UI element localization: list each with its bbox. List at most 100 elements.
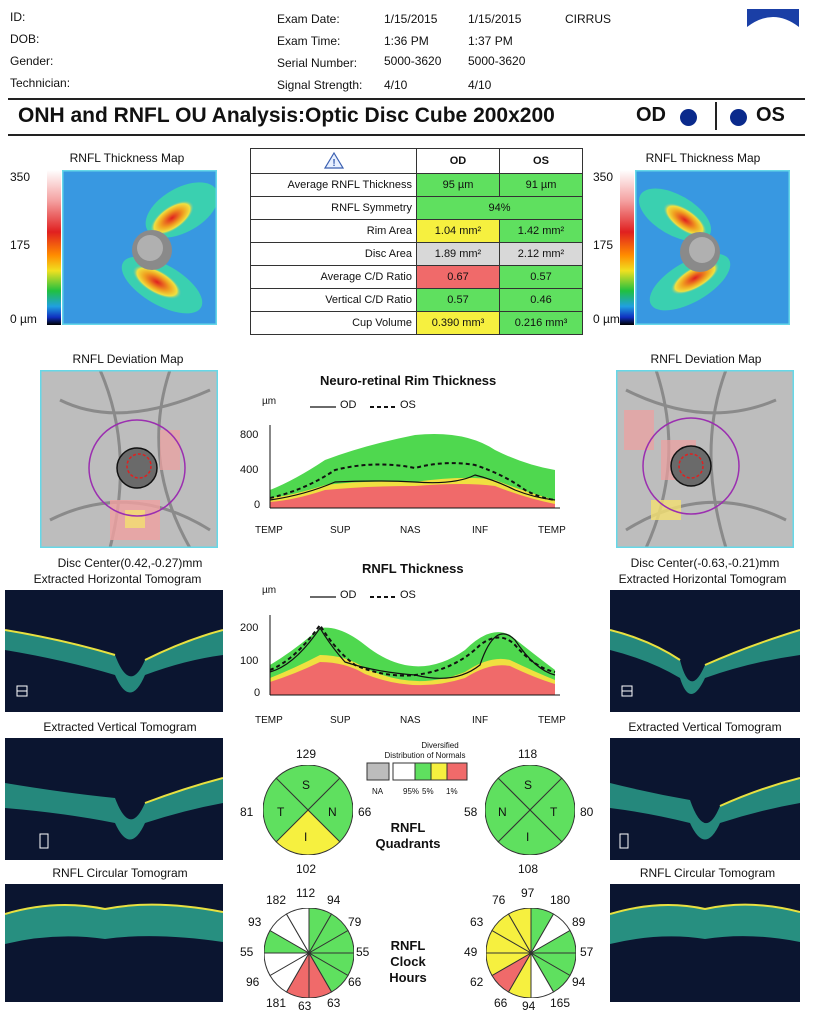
serial-number-label: Serial Number: — [277, 56, 358, 70]
rim-ytick-800: 800 — [240, 429, 259, 441]
exam-date-label: Exam Date: — [277, 12, 340, 26]
od-horizontal-tomogram-caption: Extracted Horizontal Tomogram — [33, 572, 202, 586]
os-value: 0.57 — [499, 265, 583, 289]
od-value: 1.04 mm² — [416, 219, 500, 243]
row-label: Cup Volume — [250, 311, 417, 335]
clock-hours-label-2: Clock — [390, 954, 426, 969]
id-label: ID: — [10, 10, 26, 24]
zeiss-logo-icon — [747, 9, 799, 27]
rnfl-legend-os: OS — [400, 589, 416, 601]
rnfl-xlabel-temp-right: TEMP — [538, 715, 566, 726]
od-clock-8: 96 — [246, 975, 260, 989]
od-clock-4: 66 — [348, 975, 362, 989]
rnfl-normal-red-band — [270, 662, 555, 695]
od-rnfl-deviation-map — [40, 370, 218, 548]
quadrants-label-1: RNFL — [390, 820, 426, 835]
od-exam-time: 1:36 PM — [384, 34, 429, 48]
title-bar: ONH and RNFL OU Analysis:Optic Disc Cube… — [8, 98, 805, 136]
os-scale-mid: 175 — [593, 238, 614, 252]
os-clock-9: 49 — [464, 945, 478, 959]
os-clock-11: 76 — [492, 893, 506, 907]
od-quadrant-i-value: 102 — [296, 862, 317, 876]
rnfl-xlabel-sup: SUP — [330, 715, 351, 726]
dob-label: DOB: — [10, 32, 40, 46]
od-value: 0.57 — [416, 288, 500, 312]
warning-header-cell: ! — [250, 148, 417, 174]
od-clock-3: 55 — [356, 945, 370, 959]
rnfl-chart-title: RNFL Thickness — [362, 561, 464, 576]
rim-ytick-400: 400 — [240, 464, 259, 476]
rnfl-xlabel-temp-left: TEMP — [255, 715, 283, 726]
od-vertical-tomogram-caption: Extracted Vertical Tomogram — [43, 720, 197, 734]
os-quadrant-letter-n: N — [498, 805, 507, 819]
od-scale-mid: 175 — [10, 238, 31, 252]
os-exam-date: 1/15/2015 — [468, 12, 522, 26]
device-name: CIRRUS — [565, 12, 612, 26]
od-clock-1: 94 — [327, 893, 341, 907]
rim-chart-legend — [310, 406, 396, 408]
os-quadrant-s-value: 118 — [518, 747, 538, 761]
rim-xlabel-nas: NAS — [400, 525, 421, 536]
table-row: Disc Area 1.89 mm² 2.12 mm² — [250, 242, 583, 266]
os-value: 0.216 mm³ — [499, 311, 583, 335]
od-scale-min: 0 µm — [10, 312, 37, 326]
clock-hours-label-1: RNFL — [390, 938, 426, 953]
table-row: Vertical C/D Ratio 0.57 0.46 — [250, 288, 583, 312]
od-rnfl-thickness-map — [62, 170, 217, 325]
table-row: Average C/D Ratio 0.67 0.57 — [250, 265, 583, 289]
clock-hours-label: RNFL Clock Hours — [378, 938, 438, 986]
od-quadrant-letter-t: T — [277, 805, 285, 819]
legend-5: 5% — [422, 787, 434, 796]
od-clock-7: 181 — [266, 996, 287, 1010]
od-scale-max: 350 — [10, 170, 31, 184]
od-clock-9: 55 — [240, 945, 254, 959]
rim-legend-os: OS — [400, 399, 416, 411]
os-eye-dot-icon — [730, 109, 747, 126]
rim-thickness-chart — [269, 425, 560, 509]
os-signal: 4/10 — [468, 78, 492, 92]
od-quadrant-chart — [263, 765, 353, 855]
od-value: 1.89 mm² — [416, 242, 500, 266]
rim-od-line — [269, 474, 556, 501]
od-clock-hours-chart — [264, 908, 354, 998]
os-clock-12: 97 — [521, 886, 535, 900]
row-label: Disc Area — [250, 242, 417, 266]
od-quadrant-s-value: 129 — [296, 747, 317, 761]
signal-strength-label: Signal Strength: — [277, 78, 363, 92]
os-horizontal-tomogram-caption: Extracted Horizontal Tomogram — [618, 572, 787, 586]
row-label: Average RNFL Thickness — [250, 173, 417, 197]
os-quadrant-letter-i: I — [526, 830, 530, 844]
os-exam-time: 1:37 PM — [468, 34, 513, 48]
os-clock-10: 63 — [470, 915, 484, 929]
os-clock-3: 57 — [580, 945, 594, 959]
rim-ytick-0: 0 — [254, 499, 261, 511]
os-clock-6: 94 — [522, 999, 536, 1013]
od-clock-10: 93 — [248, 915, 262, 929]
row-label: Rim Area — [250, 219, 417, 243]
od-deviation-map-caption: RNFL Deviation Map — [72, 352, 184, 366]
os-clock-4: 94 — [572, 975, 586, 989]
table-row: Cup Volume 0.390 mm³ 0.216 mm³ — [250, 311, 583, 335]
os-quadrant-i-value: 108 — [518, 862, 539, 876]
row-label: Average C/D Ratio — [250, 265, 417, 289]
table-row: Rim Area 1.04 mm² 1.42 mm² — [250, 219, 583, 243]
rnfl-xlabel-inf: INF — [472, 715, 489, 726]
rnfl-legend-od: OD — [340, 589, 357, 601]
od-color-scale-bar — [47, 170, 61, 325]
os-vertical-tomogram-caption: Extracted Vertical Tomogram — [628, 720, 782, 734]
os-deviation-map-caption: RNFL Deviation Map — [650, 352, 762, 366]
os-value: 0.46 — [499, 288, 583, 312]
od-value: 0.67 — [416, 265, 500, 289]
os-column-header: OS — [499, 148, 583, 174]
od-clock-6: 63 — [298, 999, 312, 1013]
os-quadrant-letter-s: S — [524, 778, 533, 792]
os-clock-5: 165 — [550, 996, 571, 1010]
os-quadrant-letter-t: T — [550, 805, 558, 819]
os-serial: 5000-3620 — [468, 54, 526, 68]
os-scale-max: 350 — [593, 170, 614, 184]
od-quadrant-letter-s: S — [302, 778, 311, 792]
warning-triangle-icon: ! — [323, 151, 344, 169]
os-clock-7: 66 — [494, 996, 508, 1010]
os-clock-1: 180 — [550, 893, 571, 907]
od-circular-tomogram-caption: RNFL Circular Tomogram — [52, 866, 188, 880]
